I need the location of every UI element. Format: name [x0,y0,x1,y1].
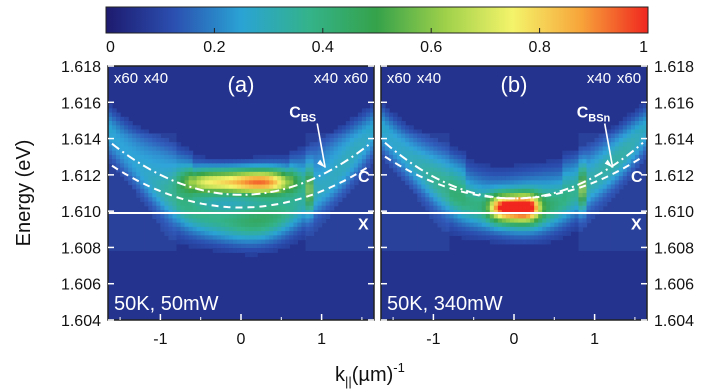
scale-label: x60 [344,70,368,87]
scale-region [337,133,374,252]
y-tick-label: 1.604 [654,313,694,330]
colorbar-tick-label: 0.2 [203,39,225,56]
y-tick-label: 1.616 [61,95,101,112]
y-tick-label: 1.612 [61,168,101,185]
x-tick-label: -1 [153,331,167,348]
y-tick-label: 1.608 [61,240,101,257]
colorbar-tick-label: 0 [106,39,115,56]
x-label: X [358,216,369,233]
y-tick-label: 1.606 [654,277,694,294]
scale-region [417,133,450,252]
colorbar [105,6,649,34]
x-label: X [631,216,642,233]
y-tick-label: 1.610 [61,204,101,221]
cavity-mode-curve [384,141,644,200]
heatmap-b [381,66,647,320]
colorbar-tick-label: 0.6 [420,39,442,56]
cbs-label-sub: BS [301,113,316,125]
x-axis-title-main: k [335,364,346,386]
scale-region [610,133,647,252]
condition-label: 50K, 340mW [387,293,503,315]
cbs-arrowhead [604,159,613,168]
c-label: C [358,169,370,186]
cbs-arrow [316,123,326,168]
cbs-label: CBS [289,105,316,125]
y-axis-title: Energy (eV) [13,140,35,247]
y-tick-label: 1.608 [654,240,694,257]
y-tick-label: 1.618 [61,59,101,76]
x-tick-label: -1 [426,331,440,348]
cbs-label-main: C [289,105,301,122]
scale-region [108,133,145,252]
y-tick-label: 1.614 [61,132,101,149]
colorbar-tick-label: 0.4 [312,39,334,56]
scale-label: x40 [417,70,441,87]
cbs-arrow [603,123,614,168]
scale-label: x60 [114,70,138,87]
x-axis-title-sub: || [345,374,352,389]
y-tick-label: 1.614 [654,132,694,149]
y-tick-label: 1.616 [654,95,694,112]
scale-label: x40 [314,70,338,87]
y-tick-label: 1.612 [654,168,694,185]
colorbar-tick-label: 0.8 [528,39,550,56]
cavity-mode-curve [111,142,371,196]
colorbar-tick-label: 1 [639,39,648,56]
x-tick-labels: -1 0 1 -1 0 1 [153,331,599,348]
scale-label: x40 [144,70,168,87]
y-tick-label: 1.610 [654,204,694,221]
x-axis-title: k||(µm)-1 [335,360,405,389]
heatmap-a [108,66,374,320]
scale-label: x40 [587,70,611,87]
ticks-b [381,65,647,321]
scale-label: x60 [387,70,411,87]
x-tick-label: 0 [510,331,519,348]
panel-label: (b) [501,72,528,97]
y-tick-label: 1.606 [61,277,101,294]
cbs-arrowhead [317,159,326,168]
cbs-label: CBSn [577,105,611,125]
x-tick-label: 0 [237,331,246,348]
y-tick-label: 1.604 [61,313,101,330]
overlays-b [381,141,647,214]
scale-region [578,133,611,252]
panel-label: (a) [228,72,255,97]
y-tick-labels-right: 1.604 1.606 1.608 1.610 1.612 1.614 1.616 1.618 [654,59,694,330]
y-tick-label: 1.618 [654,59,694,76]
overlays-a [108,142,374,214]
polariton-curve [384,155,644,200]
x-axis-title-sup: -1 [393,360,405,375]
x-tick-label: 1 [590,331,599,348]
scale-region [144,133,177,252]
x-axis-title-unit: (µm) [352,364,394,386]
colorbar-ticks: 0 0.2 0.4 0.6 0.8 1 [105,28,649,56]
x-tick-label: 1 [317,331,326,348]
ticks-a [108,65,374,321]
scale-label: x60 [617,70,641,87]
scale-region [381,133,418,252]
polariton-curve [111,164,371,209]
c-label: C [631,169,643,186]
cbs-label-sub: BSn [588,113,610,125]
cbs-label-main: C [577,105,589,122]
condition-label: 50K, 50mW [114,293,219,315]
y-tick-labels-left: 1.604 1.606 1.608 1.610 1.612 1.614 1.616 1.618 [61,59,101,330]
